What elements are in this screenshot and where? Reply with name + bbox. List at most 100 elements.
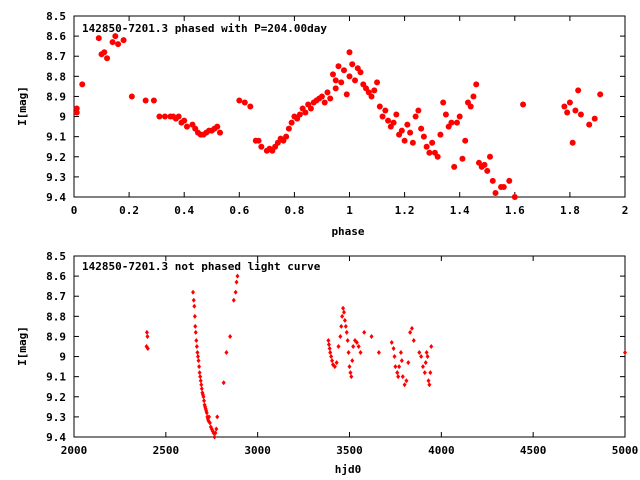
unphased-data-point bbox=[224, 350, 229, 356]
phased-data-point bbox=[346, 73, 353, 80]
unphased-y-ticks: 8.5 8.6 8.7 8.8 8.9 9 9.1 9.2 9.3 9.4 bbox=[46, 250, 625, 444]
unphased-data-point bbox=[204, 410, 209, 416]
phased-x-tick-label: 1.2 bbox=[395, 204, 415, 217]
unphased-data-point bbox=[423, 360, 428, 366]
phased-x-ticks: 0 0.2 0.4 0.6 0.8 1 1.2 1.4 1.6 1.8 2 bbox=[71, 16, 629, 217]
phased-data-point bbox=[156, 113, 163, 120]
phased-x-tick-label: 0.6 bbox=[229, 204, 249, 217]
phased-data-points bbox=[73, 33, 604, 200]
phased-data-point bbox=[451, 163, 458, 170]
unphased-data-point bbox=[424, 350, 429, 356]
unphased-data-point bbox=[194, 337, 199, 343]
unphased-data-point bbox=[329, 354, 334, 360]
phased-data-point bbox=[214, 123, 221, 130]
unphased-y-tick-label: 9.1 bbox=[46, 371, 66, 384]
phased-data-point bbox=[150, 97, 157, 104]
unphased-y-tick-label: 8.5 bbox=[46, 250, 66, 263]
phased-data-point bbox=[128, 93, 135, 100]
phased-data-point bbox=[241, 99, 248, 106]
phased-data-point bbox=[467, 103, 474, 110]
phased-data-point bbox=[283, 133, 290, 140]
phased-data-point bbox=[418, 125, 425, 132]
unphased-y-tick-label: 9.4 bbox=[46, 431, 66, 444]
unphased-data-point bbox=[235, 273, 240, 279]
phased-data-point bbox=[500, 183, 507, 190]
phased-data-point bbox=[79, 81, 86, 88]
unphased-data-point bbox=[199, 386, 204, 392]
phased-data-point bbox=[332, 85, 339, 92]
unphased-data-point bbox=[231, 297, 236, 303]
unphased-data-point bbox=[391, 346, 396, 352]
unphased-data-point bbox=[349, 374, 354, 380]
phased-x-tick-label: 2 bbox=[622, 204, 629, 217]
phased-data-point bbox=[374, 79, 381, 86]
phased-data-point bbox=[73, 109, 80, 116]
unphased-data-points bbox=[144, 273, 627, 440]
phased-data-point bbox=[398, 127, 405, 134]
unphased-data-point bbox=[194, 344, 199, 349]
unphased-data-point bbox=[214, 426, 219, 432]
unphased-y-axis-label: I[mag] bbox=[16, 326, 29, 366]
phased-y-axis-label: I[mag] bbox=[16, 86, 29, 126]
phased-data-point bbox=[338, 79, 345, 86]
unphased-data-point bbox=[362, 329, 367, 335]
phased-y-tick-label: 8.5 bbox=[46, 10, 66, 23]
phased-data-point bbox=[390, 119, 397, 126]
phased-data-point bbox=[591, 115, 598, 122]
unphased-data-point bbox=[195, 350, 200, 356]
unphased-data-point bbox=[398, 350, 403, 356]
phased-data-point bbox=[340, 67, 347, 74]
phased-y-tick-label: 9.1 bbox=[46, 131, 66, 144]
phased-data-point bbox=[429, 139, 436, 146]
phased-data-point bbox=[407, 129, 414, 136]
phased-data-point bbox=[506, 177, 513, 184]
unphased-data-point bbox=[402, 382, 407, 388]
phased-data-point bbox=[520, 101, 527, 108]
phased-data-point bbox=[247, 103, 254, 110]
unphased-panel: 142850-7201.3 not phased light curve 200… bbox=[16, 250, 638, 476]
phased-data-point bbox=[109, 39, 116, 46]
phased-y-tick-label: 9.2 bbox=[46, 151, 66, 164]
unphased-data-point bbox=[332, 364, 337, 370]
phased-data-point bbox=[115, 41, 122, 48]
phased-data-point bbox=[434, 153, 441, 160]
unphased-data-point bbox=[395, 370, 400, 376]
unphased-data-point bbox=[195, 354, 200, 360]
phased-data-point bbox=[296, 111, 303, 118]
unphased-x-axis-label: hjd0 bbox=[335, 463, 362, 476]
unphased-y-tick-label: 8.6 bbox=[46, 270, 66, 283]
unphased-data-point bbox=[340, 313, 345, 319]
unphased-data-point bbox=[327, 346, 332, 352]
unphased-data-point bbox=[348, 370, 353, 376]
phased-data-point bbox=[401, 137, 408, 144]
phased-data-point bbox=[324, 89, 331, 96]
unphased-data-point bbox=[221, 380, 226, 386]
unphased-data-point bbox=[417, 350, 422, 356]
phased-data-point bbox=[217, 129, 224, 136]
unphased-data-point bbox=[212, 434, 217, 440]
unphased-data-point bbox=[207, 420, 212, 426]
unphased-data-point bbox=[199, 382, 204, 388]
phased-data-point bbox=[412, 113, 419, 120]
phased-data-point bbox=[101, 49, 108, 56]
phased-data-point bbox=[112, 33, 119, 40]
unphased-data-point bbox=[400, 374, 405, 380]
unphased-data-point bbox=[623, 350, 627, 356]
unphased-data-point bbox=[192, 313, 197, 319]
phased-y-tick-label: 8.9 bbox=[46, 90, 66, 103]
unphased-data-point bbox=[397, 364, 402, 370]
unphased-data-point bbox=[326, 341, 331, 347]
phased-data-point bbox=[329, 71, 336, 78]
phased-data-point bbox=[492, 189, 499, 196]
phased-data-point bbox=[597, 91, 604, 98]
phased-y-ticks: 8.5 8.6 8.7 8.8 8.9 9 9.1 9.2 9.3 9.4 bbox=[46, 10, 625, 204]
phased-data-point bbox=[285, 125, 292, 132]
unphased-data-point bbox=[343, 323, 348, 329]
unphased-data-point bbox=[334, 360, 339, 366]
unphased-data-point bbox=[330, 358, 335, 364]
phased-data-point bbox=[561, 103, 568, 110]
phased-data-point bbox=[577, 111, 584, 118]
phased-data-point bbox=[569, 139, 576, 146]
unphased-data-point bbox=[354, 339, 359, 345]
